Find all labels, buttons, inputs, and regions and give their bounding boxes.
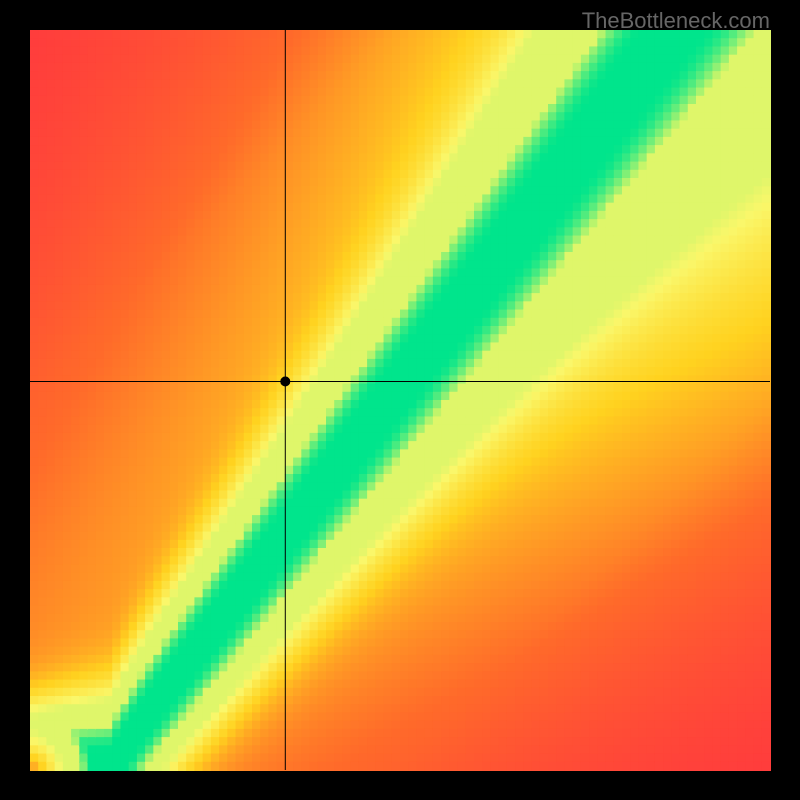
heatmap-canvas bbox=[0, 0, 800, 800]
chart-container: TheBottleneck.com bbox=[0, 0, 800, 800]
watermark-text: TheBottleneck.com bbox=[582, 8, 770, 34]
